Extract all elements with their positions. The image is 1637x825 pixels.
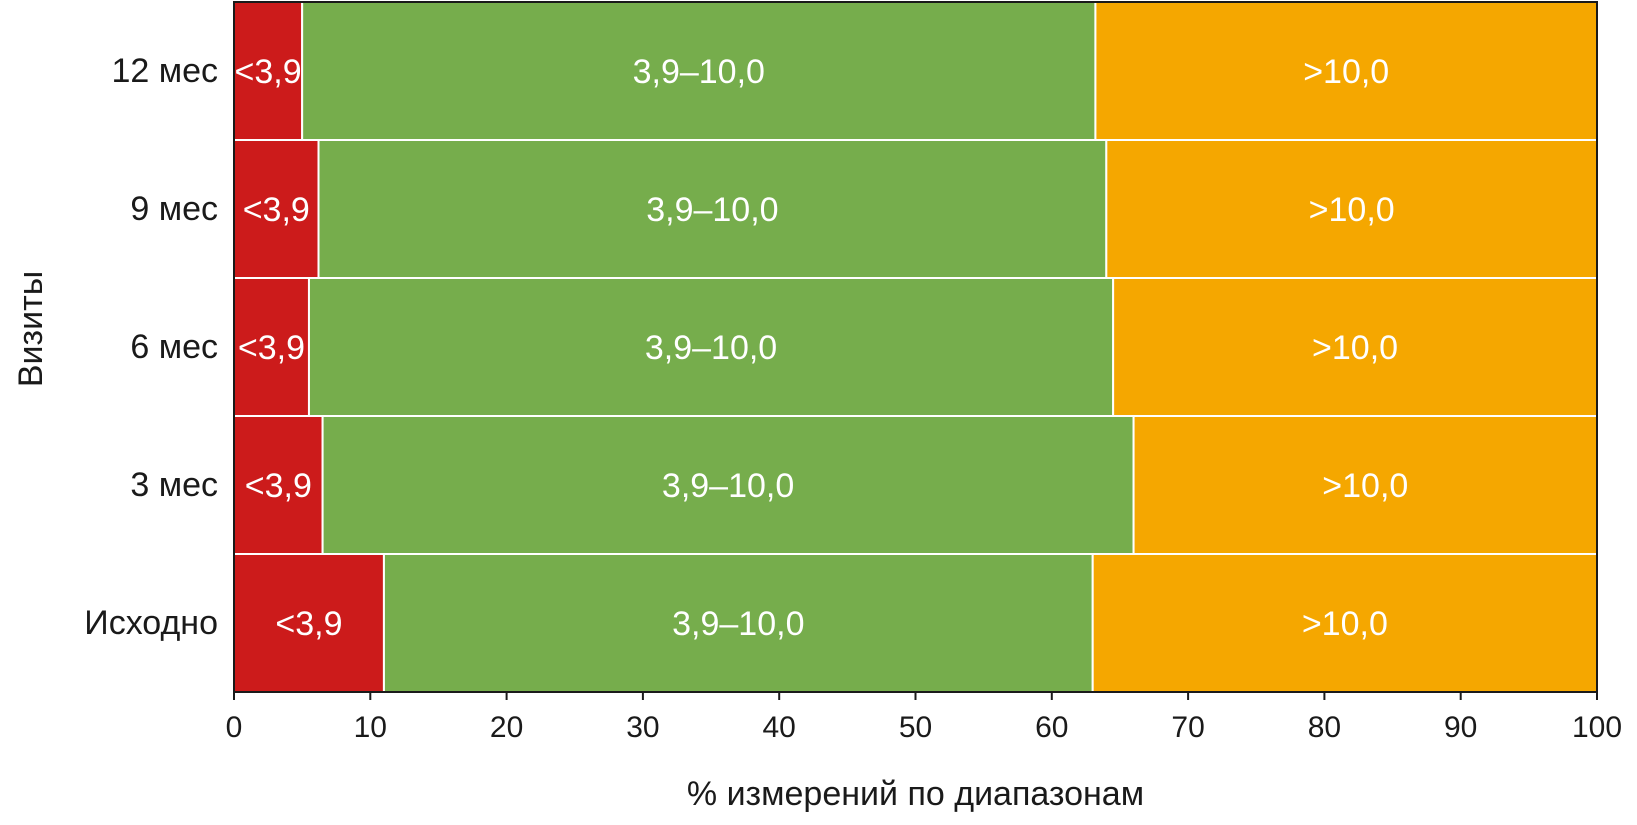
- bar-segment-label: 3,9–10,0: [662, 467, 794, 505]
- x-tick-label: 40: [763, 711, 796, 744]
- bar-segment-label: <3,9: [275, 605, 342, 643]
- bar-segment-label: <3,9: [245, 467, 312, 505]
- bar-segment: [1112, 277, 1598, 417]
- bar-segment: [1094, 1, 1599, 141]
- bar-segment: [233, 277, 310, 417]
- bars-group: <3,9 3,9–10,0 >10,0 <3,9 3,9–10,0 >10,0 <3,9 3,…: [233, 1, 1599, 693]
- bar-segment-label: >10,0: [1309, 191, 1395, 229]
- bar-segment: [1132, 415, 1598, 555]
- bar-segment-label: >10,0: [1322, 467, 1408, 505]
- bar-segment: [307, 277, 1115, 417]
- y-category-label: 3 мес: [130, 466, 218, 504]
- x-tick-label: 90: [1444, 711, 1477, 744]
- x-tick-label: 80: [1308, 711, 1341, 744]
- x-tick-label: 100: [1572, 711, 1622, 744]
- y-category-label: 6 мес: [130, 328, 218, 366]
- y-axis: Исходно 3 мес 6 мес 9 мес 12 мес: [84, 52, 218, 642]
- bar-segment: [1105, 139, 1598, 279]
- x-axis: 0 10 20 30 40 50 60 70 80 90 100: [226, 692, 1622, 744]
- bar-segment: [382, 553, 1094, 693]
- bar-segment-label: 3,9–10,0: [646, 191, 778, 229]
- x-tick-label: 10: [354, 711, 387, 744]
- x-tick-label: 60: [1035, 711, 1068, 744]
- x-tick-label: 0: [226, 711, 243, 744]
- x-tick-label: 30: [626, 711, 659, 744]
- y-category-label: Исходно: [84, 604, 218, 642]
- y-category-label: 12 мес: [111, 52, 218, 90]
- bar-segment-label: <3,9: [238, 329, 305, 367]
- bar-segment: [233, 139, 320, 279]
- x-tick-label: 70: [1171, 711, 1204, 744]
- bar-segment: [321, 415, 1135, 555]
- bar-segment-label: <3,9: [243, 191, 310, 229]
- bar-segment-label: 3,9–10,0: [645, 329, 777, 367]
- x-axis-title: % измерений по диапазонам: [687, 775, 1144, 813]
- x-tick-label: 50: [899, 711, 932, 744]
- bar-segment-label: >10,0: [1302, 605, 1388, 643]
- bar-segment-label: >10,0: [1312, 329, 1398, 367]
- bar-segment-label: 3,9–10,0: [672, 605, 804, 643]
- y-category-label: 9 мес: [130, 190, 218, 228]
- x-tick-label: 20: [490, 711, 523, 744]
- bar-segment-label: <3,9: [235, 53, 302, 91]
- bar-segment: [233, 553, 385, 693]
- y-axis-title: Визиты: [12, 271, 50, 387]
- bar-segment-label: >10,0: [1303, 53, 1389, 91]
- bar-segment: [233, 1, 304, 141]
- bar-segment-label: 3,9–10,0: [633, 53, 765, 91]
